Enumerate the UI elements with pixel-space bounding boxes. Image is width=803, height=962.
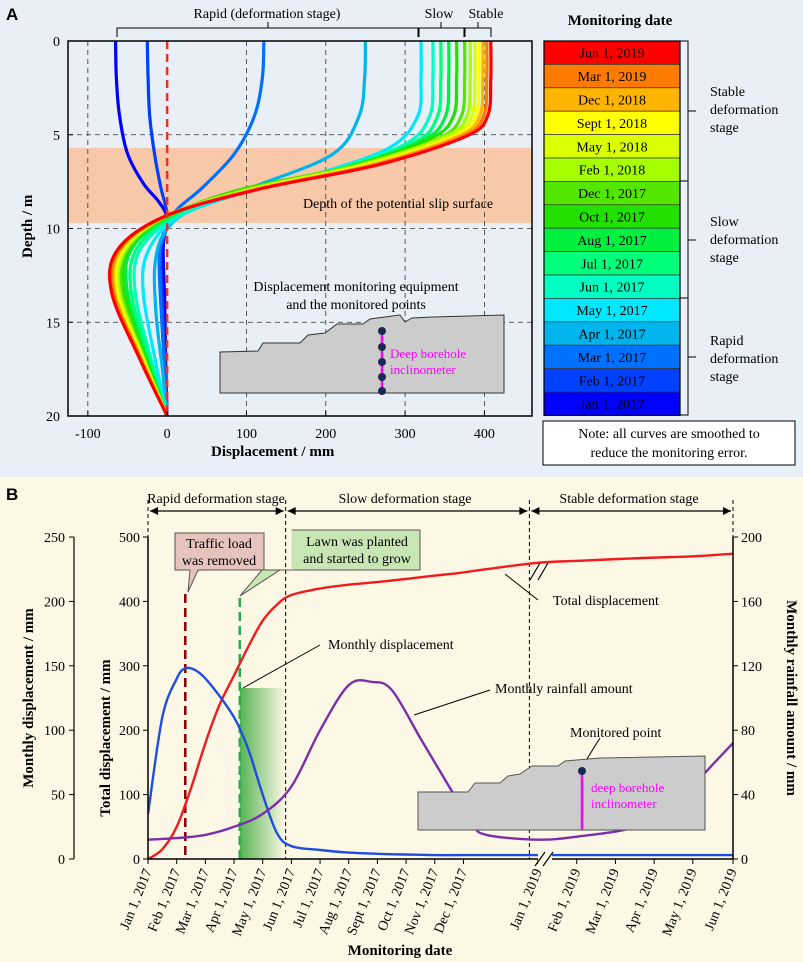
inclinometer-label-a-2: inclinometer (390, 362, 456, 377)
monitored-point (378, 343, 386, 351)
monthly-tick-label: 50 (51, 789, 65, 804)
traffic-callout-line1: Traffic load (186, 537, 252, 552)
lawn-callout-line1: Lawn was planted (306, 535, 408, 550)
panel-b-x-axis-label: Monitoring date (348, 943, 453, 959)
lawn-callout-line2: and started to grow (303, 552, 412, 567)
panel-a-y-axis-label: Depth / m (20, 194, 36, 258)
monthly-tick-label: 0 (58, 853, 65, 868)
note-line2: reduce the monitoring error. (590, 446, 747, 461)
bracket-stable-label: Stable (469, 7, 504, 22)
note-line1: Note: all curves are smoothed to (578, 427, 760, 442)
panel-b-label: B (6, 485, 18, 504)
equipment-label-line2: and the monitored points (286, 298, 426, 313)
legend-entry-label: Jun 1, 2019 (580, 47, 645, 62)
total-displacement-axis-label: Total displacement / mm (98, 659, 114, 817)
total-displacement-annotation: Total displacement (553, 594, 659, 609)
monitored-point-b (578, 767, 586, 775)
slow-stage-label-1: Slow (710, 215, 740, 230)
legend-entry-label: Mar 1, 2017 (578, 351, 647, 366)
legend-entry-label: Jun 1, 2017 (580, 281, 645, 296)
stage-stable-label: Stable deformation stage (559, 492, 698, 507)
monthly-tick-label: 150 (44, 660, 65, 675)
y-tick-label: 0 (53, 35, 60, 50)
rainfall-tick-label: 80 (741, 724, 755, 739)
x-tick-label: -100 (75, 427, 101, 442)
rainfall-tick-label: 120 (741, 660, 762, 675)
slip-surface-label: Depth of the potential slip surface (303, 197, 493, 212)
legend-entry-label: Feb 1, 2017 (579, 374, 646, 389)
legend-entry-label: Feb 1, 2018 (579, 164, 646, 179)
x-tick-label: 300 (395, 427, 416, 442)
y-tick-label: 20 (46, 410, 60, 425)
legend-entry-label: Dec 1, 2018 (578, 94, 646, 109)
monthly-displacement-axis-label: Monthly displacement / mm (21, 608, 37, 788)
stage-slow-label: Slow deformation stage (339, 492, 472, 507)
monitored-point (378, 387, 386, 395)
bracket-rapid-label: Rapid (deformation stage) (194, 7, 341, 22)
monthly-tick-label: 250 (44, 531, 65, 546)
legend-entry-label: Oct 1, 2017 (579, 211, 645, 226)
rainfall-tick-label: 160 (741, 595, 762, 610)
stable-stage-label-3: stage (710, 121, 739, 136)
legend: Jun 1, 2019 Mar 1, 2019 Dec 1, 2018 Sept 1,… (544, 41, 680, 415)
bracket-slow-label: Slow (425, 7, 455, 22)
y-tick-label: 10 (46, 223, 60, 238)
panel-a-x-axis-label: Displacement / mm (211, 444, 335, 460)
monitored-point (378, 327, 386, 335)
equipment-label-line1: Displacement monitoring equipment (253, 280, 458, 295)
rapid-stage-label-1: Rapid (710, 334, 743, 349)
x-tick-label: 0 (164, 427, 171, 442)
lawn-growth-zone (240, 688, 286, 859)
rapid-stage-label-2: deformation (710, 352, 778, 367)
legend-title: Monitoring date (568, 13, 673, 29)
monitored-point (378, 373, 386, 381)
monthly-displacement-annotation: Monthly displacement (328, 638, 454, 653)
slow-stage-label-3: stage (710, 251, 739, 266)
total-tick-label: 500 (119, 531, 140, 546)
stage-rapid-label: Rapid deformation stage (147, 492, 285, 507)
legend-entry-label: May 1, 2018 (576, 140, 647, 155)
x-tick-label: 400 (474, 427, 495, 442)
legend-entry-label: Mar 1, 2019 (578, 70, 647, 85)
stable-stage-label-1: Stable (710, 85, 745, 100)
total-tick-label: 200 (119, 724, 140, 739)
monitored-point (378, 358, 386, 366)
panel-a-label: A (6, 5, 18, 24)
legend-entry-label: May 1, 2017 (576, 304, 647, 319)
rainfall-tick-label: 200 (741, 531, 762, 546)
legend-entry-label: Sept 1, 2018 (577, 117, 647, 132)
monitored-point-label: Monitored point (570, 726, 661, 741)
legend-entry-label: Jan 1, 2017 (580, 398, 644, 413)
rainfall-annotation: Monthly rainfall amount (495, 682, 633, 697)
x-tick-label: 100 (236, 427, 257, 442)
panel-a-background (0, 0, 803, 477)
traffic-callout-line2: was removed (182, 554, 256, 569)
stable-stage-label-2: deformation (710, 103, 778, 118)
slow-stage-label-2: deformation (710, 233, 778, 248)
legend-entry-label: Apr 1, 2017 (578, 328, 645, 343)
monthly-tick-label: 200 (44, 595, 65, 610)
legend-entry-label: Aug 1, 2017 (577, 234, 647, 249)
total-tick-label: 0 (133, 853, 140, 868)
rainfall-tick-label: 40 (741, 789, 755, 804)
rapid-stage-label-3: stage (710, 370, 739, 385)
inclinometer-label-b-1: deep borehole (591, 780, 665, 795)
legend-entry-label: Dec 1, 2017 (578, 187, 646, 202)
figure: A Depth of the potential slip surface -1… (0, 0, 803, 962)
rainfall-axis-label: Monthly rainfall amount / mm (783, 600, 799, 796)
y-tick-label: 15 (46, 316, 60, 331)
inclinometer-label-a-1: Deep borehole (390, 346, 466, 361)
total-tick-label: 100 (119, 789, 140, 804)
legend-entry-label: Jul 1, 2017 (581, 257, 643, 272)
total-tick-label: 400 (119, 595, 140, 610)
total-tick-label: 300 (119, 660, 140, 675)
monthly-tick-label: 100 (44, 724, 65, 739)
y-tick-label: 5 (53, 129, 60, 144)
rainfall-tick-label: 0 (741, 853, 748, 868)
x-tick-label: 200 (315, 427, 336, 442)
inclinometer-label-b-2: inclinometer (591, 796, 657, 811)
